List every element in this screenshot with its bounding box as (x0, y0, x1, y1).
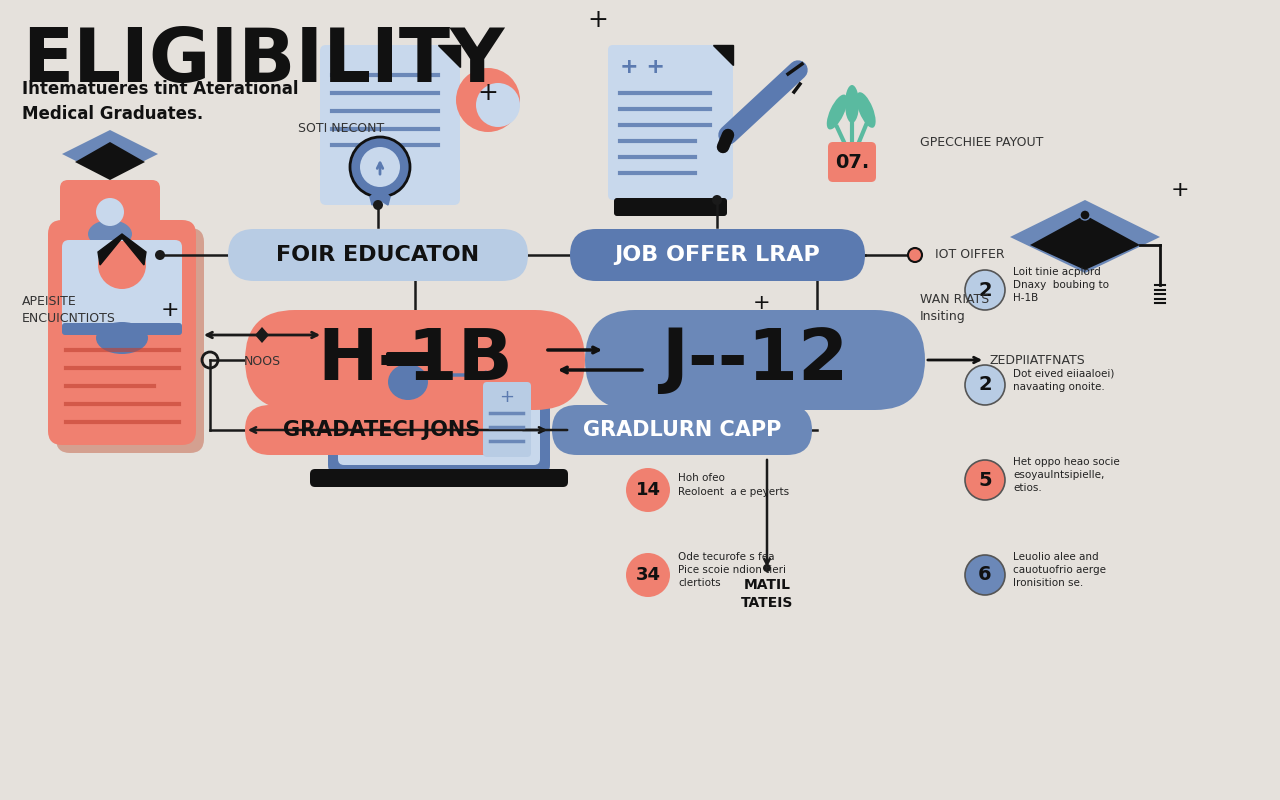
Polygon shape (1030, 215, 1140, 270)
Circle shape (360, 147, 399, 187)
Text: +: + (588, 8, 608, 32)
FancyBboxPatch shape (828, 142, 876, 182)
Text: 07.: 07. (835, 153, 869, 171)
Text: + +: + + (621, 57, 666, 77)
FancyBboxPatch shape (614, 198, 727, 216)
Circle shape (626, 468, 669, 512)
Text: GRADLURN CAPP: GRADLURN CAPP (582, 420, 781, 440)
Text: 2: 2 (978, 281, 992, 299)
Text: Dot eived eiiaaloei)
navaating onoite.: Dot eived eiiaaloei) navaating onoite. (1012, 368, 1115, 392)
Circle shape (372, 200, 383, 210)
Text: +: + (161, 300, 179, 320)
Circle shape (965, 460, 1005, 500)
Circle shape (763, 564, 771, 572)
FancyBboxPatch shape (244, 405, 520, 455)
Circle shape (388, 340, 428, 380)
FancyBboxPatch shape (320, 45, 460, 205)
Polygon shape (713, 45, 733, 65)
FancyBboxPatch shape (585, 310, 925, 410)
Circle shape (908, 248, 922, 262)
Text: +: + (1171, 180, 1189, 200)
Text: MATIL
TATEIS: MATIL TATEIS (741, 578, 794, 610)
Text: SOTI NECONT: SOTI NECONT (298, 122, 384, 134)
Polygon shape (99, 234, 146, 265)
Circle shape (155, 250, 165, 260)
Text: WAN RIATS
Insiting: WAN RIATS Insiting (920, 293, 989, 323)
Text: ELIGIBILITY: ELIGIBILITY (22, 25, 504, 98)
Ellipse shape (88, 220, 132, 248)
Circle shape (456, 68, 520, 132)
Circle shape (965, 270, 1005, 310)
Text: APEISITE
ENCUICNTIOTS: APEISITE ENCUICNTIOTS (22, 295, 116, 325)
Ellipse shape (845, 85, 859, 123)
Text: 6: 6 (978, 566, 992, 585)
Text: IOT OIFFER: IOT OIFFER (934, 249, 1005, 262)
Text: H-1B: H-1B (317, 326, 513, 394)
Polygon shape (255, 327, 269, 343)
Circle shape (476, 83, 520, 127)
FancyBboxPatch shape (56, 228, 204, 453)
Circle shape (99, 241, 146, 289)
Text: 34: 34 (635, 566, 660, 584)
FancyBboxPatch shape (387, 352, 430, 366)
Text: NOOS: NOOS (243, 355, 280, 368)
Text: Leuolio alee and
cauotuofrio aerge
Ironisition se.: Leuolio alee and cauotuofrio aerge Ironi… (1012, 552, 1106, 588)
Text: GRADATECI JONS: GRADATECI JONS (283, 420, 480, 440)
Text: ZEDPIIATFNATS: ZEDPIIATFNATS (989, 354, 1085, 366)
Text: +: + (477, 81, 498, 105)
Polygon shape (1010, 200, 1160, 273)
FancyBboxPatch shape (49, 220, 196, 445)
Text: 5: 5 (978, 470, 992, 490)
Polygon shape (61, 130, 157, 178)
Circle shape (1080, 210, 1091, 220)
FancyBboxPatch shape (61, 323, 182, 335)
Circle shape (96, 198, 124, 226)
Circle shape (965, 365, 1005, 405)
Text: Loit tinie acplord
Dnaxy  boubing to
H-1B: Loit tinie acplord Dnaxy boubing to H-1B (1012, 266, 1108, 303)
FancyBboxPatch shape (310, 469, 568, 487)
Text: JOB OFFER LRAP: JOB OFFER LRAP (614, 245, 820, 265)
Polygon shape (438, 45, 460, 67)
FancyBboxPatch shape (61, 240, 182, 330)
Ellipse shape (827, 94, 847, 130)
FancyBboxPatch shape (338, 323, 540, 465)
Circle shape (712, 195, 722, 205)
Text: Ode tecurofe s fea
Pice scoie ndion tieri
clertiots: Ode tecurofe s fea Pice scoie ndion tier… (678, 552, 786, 588)
Text: 14: 14 (635, 481, 660, 499)
FancyBboxPatch shape (328, 315, 550, 475)
Circle shape (626, 553, 669, 597)
Text: GPECCHIEE PAYOUT: GPECCHIEE PAYOUT (920, 135, 1043, 149)
FancyBboxPatch shape (228, 229, 529, 281)
Text: Ihtematueres tint Aterational
Medical Graduates.: Ihtematueres tint Aterational Medical Gr… (22, 80, 298, 123)
Text: +: + (499, 388, 515, 406)
Text: 2: 2 (978, 375, 992, 394)
FancyBboxPatch shape (483, 382, 531, 457)
Circle shape (965, 555, 1005, 595)
Polygon shape (370, 187, 390, 205)
Polygon shape (76, 142, 145, 180)
Text: +: + (753, 293, 771, 313)
Text: FOIR EDUCATON: FOIR EDUCATON (276, 245, 480, 265)
Circle shape (349, 137, 410, 197)
FancyBboxPatch shape (60, 180, 160, 252)
Ellipse shape (856, 92, 876, 128)
Ellipse shape (388, 364, 428, 400)
Text: Het oppo heao socie
esoyaulntsipielle,
etios.: Het oppo heao socie esoyaulntsipielle, e… (1012, 457, 1120, 493)
FancyBboxPatch shape (608, 45, 733, 200)
Text: J--12: J--12 (662, 326, 849, 394)
FancyBboxPatch shape (244, 310, 585, 410)
Text: Hoh ofeo
Reoloent  a e peyerts: Hoh ofeo Reoloent a e peyerts (678, 474, 790, 497)
FancyBboxPatch shape (570, 229, 865, 281)
Ellipse shape (96, 322, 148, 354)
FancyBboxPatch shape (552, 405, 812, 455)
